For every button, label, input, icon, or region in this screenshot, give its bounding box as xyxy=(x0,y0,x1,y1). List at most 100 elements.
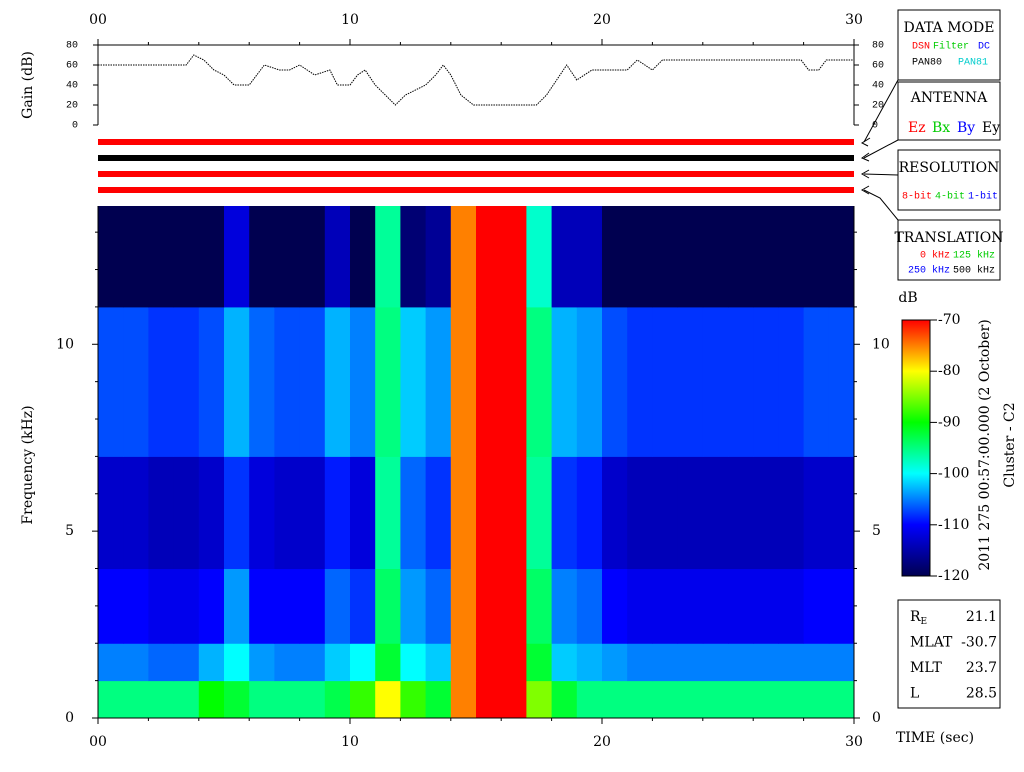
heatmap-cell xyxy=(425,680,452,719)
y-tick-label: 40 xyxy=(66,81,78,92)
colorbar-tick-label: -70 xyxy=(938,312,961,328)
indicator-bar xyxy=(98,171,854,177)
heatmap-cell xyxy=(324,643,351,682)
y-tick-label: 40 xyxy=(872,81,884,92)
y-tick-label: 20 xyxy=(872,101,884,112)
heatmap-cell xyxy=(652,680,679,719)
heatmap-cell xyxy=(501,306,527,457)
heatmap-cell xyxy=(450,456,477,570)
heatmap-cell xyxy=(803,456,830,570)
panel-item: PAN80 xyxy=(912,58,942,69)
panel-item: Filter xyxy=(933,41,969,53)
y-tick-label: 80 xyxy=(66,41,78,52)
heatmap-cell xyxy=(173,306,200,457)
heatmap-cell xyxy=(148,306,175,457)
heatmap-cell xyxy=(753,456,779,570)
heatmap-cell xyxy=(198,568,225,644)
x-tick-label: 10 xyxy=(341,734,359,750)
translation-box xyxy=(897,219,1001,281)
heatmap-cell xyxy=(728,306,754,457)
heatmap-cell xyxy=(753,306,779,457)
heatmap-cell xyxy=(602,680,628,719)
heatmap-cell xyxy=(375,680,401,719)
heatmap-cell xyxy=(476,206,502,308)
info-value: 21.1 xyxy=(966,609,997,625)
heatmap-cell xyxy=(476,456,502,570)
y-tick-label: 5 xyxy=(872,523,881,539)
panel-item: 4-bit xyxy=(935,191,965,203)
heatmap-cell xyxy=(627,643,653,682)
colorbar-tick-label: -120 xyxy=(938,568,969,584)
arrows xyxy=(860,79,899,221)
arrow xyxy=(863,79,899,143)
heatmap-cell xyxy=(627,568,653,644)
info-label-text: L xyxy=(910,686,919,702)
heatmap-cell xyxy=(350,643,376,682)
heatmap-cell xyxy=(425,568,452,644)
arrow xyxy=(863,139,899,159)
heatmap-cell xyxy=(551,206,578,308)
heatmap-cell xyxy=(728,568,754,644)
heatmap-cell xyxy=(249,206,275,308)
heatmap-cell xyxy=(627,456,653,570)
heatmap-cell xyxy=(425,206,452,308)
heatmap-cell xyxy=(400,306,427,457)
heatmap-cell xyxy=(652,568,679,644)
heatmap-cell xyxy=(803,306,830,457)
panel-item: DSN xyxy=(912,42,930,53)
heatmap-cell xyxy=(324,456,351,570)
heatmap-cell xyxy=(728,206,754,308)
heatmap-cell xyxy=(224,643,250,682)
heatmap-cell xyxy=(324,206,351,308)
heatmap-cell xyxy=(450,568,477,644)
panel-item: Ey xyxy=(982,120,1000,136)
heatmap-cell xyxy=(702,206,729,308)
heatmap-cell xyxy=(778,206,805,308)
heatmap-cell xyxy=(702,456,729,570)
heatmap-cell xyxy=(803,568,830,644)
y-tick-label: 0 xyxy=(872,710,881,726)
heatmap-cell xyxy=(198,680,225,719)
heatmap-cell xyxy=(148,456,175,570)
heatmap-cell xyxy=(249,456,275,570)
heatmap-cell xyxy=(299,306,326,457)
heatmap-cell xyxy=(98,568,124,644)
info-label-text: MLT xyxy=(910,660,942,676)
heatmap-cell xyxy=(274,306,301,457)
heatmap-cell xyxy=(476,680,502,719)
y-tick-label: 0 xyxy=(72,121,78,132)
heatmap-cell xyxy=(148,643,175,682)
indicator-bar xyxy=(98,139,854,145)
heatmap-cell xyxy=(123,680,149,719)
heatmap-cell xyxy=(501,568,527,644)
arrow-head xyxy=(860,152,870,162)
heatmap-cell xyxy=(803,206,830,308)
y-tick-label: 60 xyxy=(66,61,78,72)
heatmap-cell xyxy=(627,680,653,719)
info-label-text: MLAT xyxy=(910,635,953,651)
heatmap-cell xyxy=(98,643,124,682)
heatmap-cell xyxy=(224,680,250,719)
heatmap-cell xyxy=(450,306,477,457)
heatmap-cell xyxy=(778,456,805,570)
heatmap-cell xyxy=(476,568,502,644)
heatmap-cell xyxy=(526,306,553,457)
heatmap-cell xyxy=(224,206,250,308)
heatmap-cell xyxy=(224,568,250,644)
heatmap-cell xyxy=(123,568,149,644)
heatmap-cell xyxy=(123,306,149,457)
heatmap-cell xyxy=(828,568,855,644)
heatmap-cell xyxy=(828,643,855,682)
heatmap-cell xyxy=(425,456,452,570)
heatmap-cell xyxy=(576,643,603,682)
panel-item: PAN81 xyxy=(958,58,988,69)
heatmap-cell xyxy=(123,643,149,682)
heatmap-cell xyxy=(425,306,452,457)
heatmap-cell xyxy=(702,680,729,719)
heatmap-cell xyxy=(450,206,477,308)
heatmap-cell xyxy=(198,643,225,682)
heatmap-cell xyxy=(602,568,628,644)
heatmap-cell xyxy=(299,206,326,308)
heatmap-cell xyxy=(148,568,175,644)
heatmap-cell xyxy=(501,680,527,719)
